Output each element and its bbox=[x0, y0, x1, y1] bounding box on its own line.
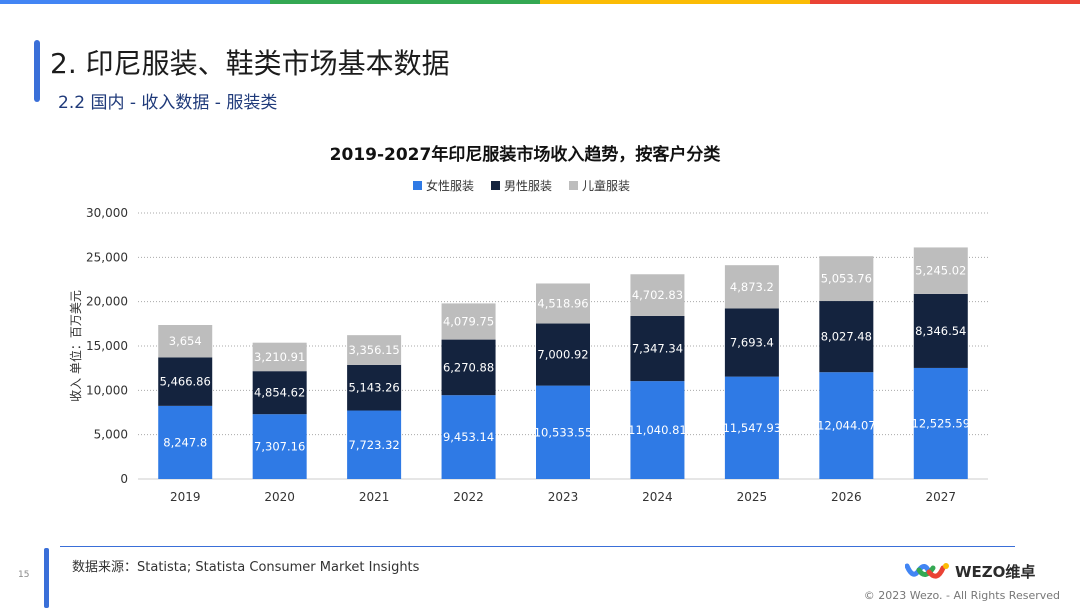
y-tick-label: 25,000 bbox=[86, 250, 128, 264]
wezo-logo: WEZO维卓 bbox=[905, 560, 1035, 582]
data-label: 11,040.81 bbox=[628, 423, 687, 437]
y-tick-label: 5,000 bbox=[94, 428, 128, 442]
bar-segment bbox=[441, 395, 496, 479]
footer-divider bbox=[60, 546, 1015, 547]
data-source-note: 数据来源：Statista; Statista Consumer Market … bbox=[72, 560, 420, 575]
logo-text: WEZO维卓 bbox=[955, 562, 1036, 581]
data-label: 5,466.86 bbox=[160, 375, 211, 389]
data-label: 12,044.07 bbox=[817, 419, 876, 433]
bar-segment bbox=[536, 283, 590, 324]
bar-segment bbox=[252, 371, 307, 415]
footer-accent-bar bbox=[44, 548, 49, 608]
bar-segment bbox=[819, 256, 874, 302]
data-label: 7,693.4 bbox=[730, 336, 774, 350]
bar-segment bbox=[441, 339, 496, 396]
data-label: 5,053.76 bbox=[821, 272, 872, 286]
brand-color-bar bbox=[0, 0, 1080, 4]
chart-bars: 8,247.8 5,466.86 3,654 7,307.16 4,854.62 3,21… bbox=[158, 247, 970, 479]
data-label: 4,854.62 bbox=[254, 386, 305, 400]
brand-bar-red bbox=[810, 0, 1080, 4]
bar-segment bbox=[819, 301, 874, 373]
legend-swatch bbox=[491, 181, 500, 190]
bar-segment bbox=[158, 324, 213, 358]
bar-segment bbox=[724, 376, 779, 479]
bar-segment bbox=[441, 303, 496, 340]
stacked-bar-chart: 2019-2027年印尼服装市场收入趋势，按客户分类 女性服装 男性服装 儿童服装 … bbox=[68, 144, 988, 504]
data-label: 9,453.14 bbox=[443, 430, 494, 444]
copyright-notice: © 2023 Wezo. - All Rights Reserved bbox=[863, 589, 1060, 602]
bar-segment bbox=[536, 323, 590, 386]
bar-segment bbox=[630, 315, 685, 382]
data-label: 5,143.26 bbox=[349, 381, 400, 395]
data-label: 11,547.93 bbox=[723, 421, 782, 435]
data-label: 8,027.48 bbox=[821, 330, 872, 344]
bar-segment bbox=[347, 335, 402, 365]
x-tick-label: 2021 bbox=[359, 490, 390, 504]
y-tick-label: 15,000 bbox=[86, 339, 128, 353]
brand-bar-green bbox=[270, 0, 540, 4]
bar-segment bbox=[724, 308, 779, 377]
chart-title: 2019-2027年印尼服装市场收入趋势，按客户分类 bbox=[330, 144, 722, 165]
legend-label: 男性服装 bbox=[504, 179, 552, 193]
y-tick-label: 10,000 bbox=[86, 383, 128, 397]
y-tick-label: 20,000 bbox=[86, 295, 128, 309]
data-label: 8,247.8 bbox=[163, 435, 207, 449]
x-tick-label: 2023 bbox=[548, 490, 579, 504]
data-label: 5,245.02 bbox=[915, 264, 966, 278]
bar-segment bbox=[158, 405, 213, 479]
x-tick-label: 2025 bbox=[737, 490, 768, 504]
brand-bar-blue bbox=[0, 0, 270, 4]
bar-segment bbox=[347, 410, 402, 479]
data-label: 7,307.16 bbox=[254, 440, 305, 454]
legend-label: 女性服装 bbox=[426, 178, 474, 193]
y-tick-label: 0 bbox=[120, 472, 128, 486]
page-title: 2. 印尼服装、鞋类市场基本数据 bbox=[50, 47, 450, 80]
bar-segment bbox=[252, 414, 307, 479]
x-tick-label: 2022 bbox=[453, 490, 484, 504]
y-tick-label: 30,000 bbox=[86, 206, 128, 220]
data-label: 7,347.34 bbox=[632, 342, 683, 356]
bar-segment bbox=[252, 342, 307, 372]
data-label: 3,356.15 bbox=[349, 343, 400, 357]
page-number: 15 bbox=[18, 570, 30, 580]
x-tick-label: 2019 bbox=[170, 490, 201, 504]
bar-segment bbox=[724, 265, 779, 309]
bar-segment bbox=[536, 385, 590, 479]
bar-segment bbox=[913, 247, 968, 294]
data-label: 8,346.54 bbox=[915, 324, 966, 338]
legend-swatch bbox=[569, 181, 578, 190]
data-label: 4,702.83 bbox=[632, 288, 683, 302]
wezo-logo-icon bbox=[905, 563, 949, 579]
data-label: 7,723.32 bbox=[349, 438, 400, 452]
data-label: 4,518.96 bbox=[537, 296, 588, 310]
y-axis: 0 5,000 10,000 15,000 20,000 25,000 30,000 bbox=[86, 206, 128, 486]
bar-segment bbox=[819, 372, 874, 479]
brand-bar-yellow bbox=[540, 0, 810, 4]
x-tick-label: 2026 bbox=[831, 490, 862, 504]
legend-swatch bbox=[413, 181, 422, 190]
data-label: 3,210.91 bbox=[254, 350, 305, 364]
x-tick-label: 2027 bbox=[926, 490, 957, 504]
legend-label: 儿童服装 bbox=[582, 178, 630, 193]
bar-segment bbox=[913, 367, 968, 479]
chart-legend: 女性服装 男性服装 儿童服装 bbox=[413, 178, 630, 193]
page-subtitle: 2.2 国内 - 收入数据 - 服装类 bbox=[58, 93, 278, 113]
data-label: 7,000.92 bbox=[537, 348, 588, 362]
data-label: 12,525.59 bbox=[912, 416, 971, 430]
y-axis-label: 收入 单位：百万美元 bbox=[68, 290, 83, 402]
bar-segment bbox=[630, 274, 685, 316]
bar-segment bbox=[347, 364, 402, 411]
data-label: 3,654 bbox=[169, 334, 202, 348]
data-label: 4,873.2 bbox=[730, 280, 774, 294]
data-label: 10,533.55 bbox=[534, 425, 593, 439]
bar-segment bbox=[158, 357, 213, 406]
x-tick-label: 2024 bbox=[642, 490, 673, 504]
data-label: 4,079.75 bbox=[443, 314, 494, 328]
data-label: 6,270.88 bbox=[443, 360, 494, 374]
x-tick-label: 2020 bbox=[264, 490, 295, 504]
title-accent-bar bbox=[34, 40, 40, 102]
bar-segment bbox=[913, 293, 968, 368]
bar-segment bbox=[630, 381, 685, 479]
x-axis: 2019 2020 2021 2022 2023 2024 2025 2026 2027 bbox=[170, 490, 956, 504]
